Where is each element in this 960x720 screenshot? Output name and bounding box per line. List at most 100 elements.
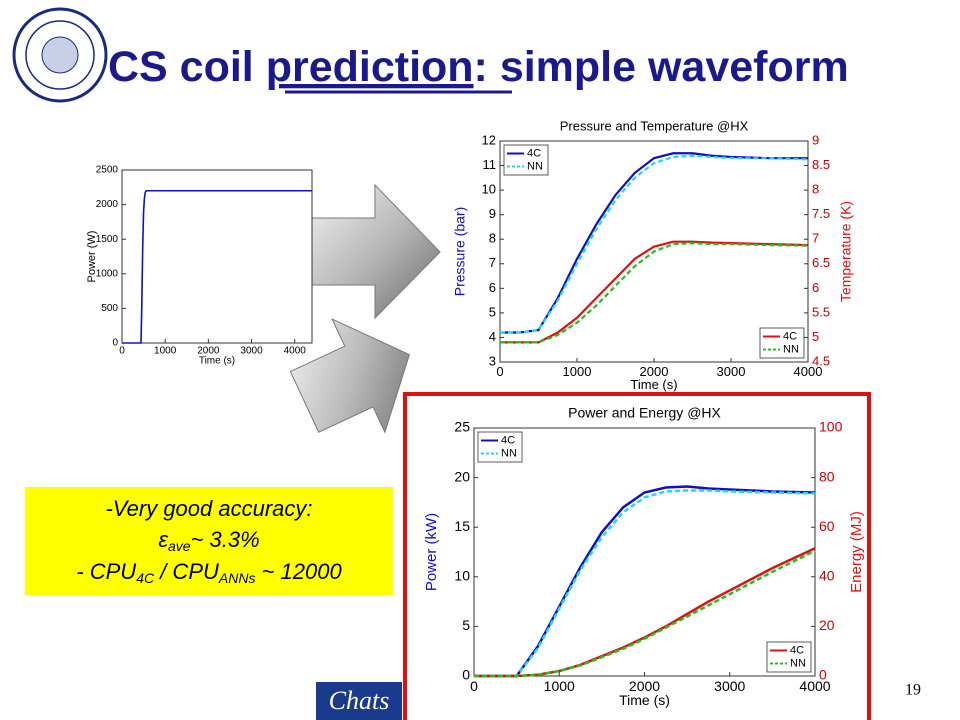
y2-tick-label: 4.5	[812, 353, 830, 368]
note-line: -Very good accuracy:	[105, 496, 312, 521]
y2-tick-label: 40	[819, 568, 835, 584]
series-line	[500, 242, 809, 344]
y2-tick-label: 8.5	[812, 157, 830, 172]
y-tick-label: 1500	[96, 234, 119, 245]
highlight-box	[403, 392, 871, 720]
legend-box	[766, 641, 812, 673]
y-tick-label: 5	[462, 617, 470, 633]
x-axis-label: Time (s)	[630, 377, 677, 392]
x-tick-label: 0	[119, 346, 125, 357]
x-tick-label: 4000	[799, 678, 830, 694]
y2-tick-label: 60	[819, 518, 835, 534]
x-tick-label: 2000	[629, 678, 660, 694]
x-tick-label: 1000	[544, 678, 575, 694]
y2-tick-label: 5	[812, 329, 819, 344]
legend-label: NN	[790, 657, 806, 669]
series-line	[500, 154, 809, 334]
legend-box	[477, 431, 523, 463]
y2-tick-label: 80	[819, 468, 835, 484]
chart: 0 1000 2000 3000 4000 0 500 1000 1500 2000 2500 Tim…	[86, 165, 313, 367]
y2-tick-label: 6.5	[812, 255, 830, 270]
chart: 0 1000 2000 3000 4000 3 4 5 6 7 8 9 10 11 12 4.5 5 5.5 6 6.…	[452, 118, 854, 391]
chart-title: Pressure and Temperature @HX	[560, 118, 749, 133]
chart-title: Power and Energy @HX	[568, 405, 721, 421]
y-tick-label: 2500	[96, 165, 119, 176]
series-line	[474, 485, 816, 678]
x-tick-label: 3000	[714, 678, 745, 694]
legend-label: 4C	[527, 147, 541, 159]
y2-tick-label: 5.5	[812, 304, 830, 319]
y-tick-label: 0	[462, 667, 470, 683]
y-tick-label: 2000	[96, 199, 119, 210]
y-tick-label: 10	[454, 568, 470, 584]
legend-box	[759, 327, 805, 359]
y-tick-label: 25	[454, 419, 470, 435]
y-axis-label: Pressure (bar)	[452, 207, 468, 296]
plot-area	[121, 169, 313, 344]
y-tick-label: 0	[112, 338, 118, 349]
y2-axis-label: Temperature (K)	[838, 201, 854, 302]
y-tick-label: 5	[489, 304, 496, 319]
x-tick-label: 0	[496, 364, 503, 379]
y2-tick-label: 8	[812, 182, 819, 197]
x-tick-label: 3000	[240, 346, 263, 357]
x-tick-label: 1000	[154, 346, 177, 357]
y-tick-label: 8	[489, 231, 496, 246]
footer-logo-text: Chats	[329, 686, 390, 715]
y2-tick-label: 0	[819, 667, 827, 683]
y-tick-label: 7	[489, 255, 496, 270]
chart: 0 1000 2000 3000 40000510152025020406080100P…	[423, 405, 865, 708]
note-box: -Very good accuracy: εave~ 3.3% - CPU4C …	[25, 487, 393, 595]
page-number: 19	[905, 682, 921, 699]
y2-tick-label: 7	[812, 231, 819, 246]
note-line: - CPU4C / CPUANNs ~ 12000	[76, 559, 342, 586]
x-tick-label: 4000	[284, 346, 307, 357]
legend-label: 4C	[783, 330, 797, 342]
series-line	[500, 240, 809, 344]
series-line	[122, 189, 312, 344]
note-background	[25, 487, 393, 595]
y-tick-label: 12	[482, 132, 496, 147]
x-tick-label: 0	[470, 678, 478, 694]
legend-box	[503, 144, 549, 176]
y2-tick-label: 6	[812, 280, 819, 295]
legend-label: 4C	[790, 644, 804, 656]
legend-label: 4C	[501, 434, 515, 446]
y-tick-label: 4	[489, 329, 496, 344]
x-tick-label: 2000	[640, 364, 669, 379]
x-tick-label: 3000	[717, 364, 746, 379]
legend-label: NN	[783, 343, 799, 355]
y-tick-label: 10	[482, 182, 496, 197]
y-axis-label: Power (kW)	[423, 513, 440, 591]
y-tick-label: 3	[489, 353, 496, 368]
y-tick-label: 1000	[96, 268, 119, 279]
series-line	[474, 549, 816, 678]
x-tick-label: 2000	[197, 346, 220, 357]
y-tick-label: 20	[454, 468, 470, 484]
plot-area	[473, 427, 816, 677]
x-axis-label: Time (s)	[619, 692, 670, 708]
x-tick-label: 4000	[794, 364, 823, 379]
y2-axis-label: Energy (MJ)	[848, 511, 865, 593]
y-tick-label: 9	[489, 206, 496, 221]
x-tick-label: 1000	[563, 364, 592, 379]
footer-logo	[316, 682, 402, 720]
y2-tick-label: 9	[812, 132, 819, 147]
y-tick-label: 11	[483, 157, 497, 172]
gear-arrow	[289, 183, 441, 434]
y2-tick-label: 7.5	[812, 206, 830, 221]
legend-label: NN	[527, 160, 543, 172]
logo	[12, 7, 108, 103]
y-tick-label: 6	[489, 280, 496, 295]
charts: 0 1000 2000 3000 400005001000150020002500Tim…	[86, 118, 865, 707]
x-axis-label: Time (s)	[199, 356, 235, 367]
note-line: εave~ 3.3%	[158, 527, 259, 554]
y-axis-label: Power (W)	[86, 231, 98, 283]
y-tick-label: 15	[454, 518, 470, 534]
y2-tick-label: 20	[819, 617, 835, 633]
legend-label: NN	[501, 447, 517, 459]
slide-title: CS coil prediction: simple waveform	[108, 43, 849, 91]
y-tick-label: 500	[101, 303, 118, 314]
y2-tick-label: 100	[819, 419, 843, 435]
